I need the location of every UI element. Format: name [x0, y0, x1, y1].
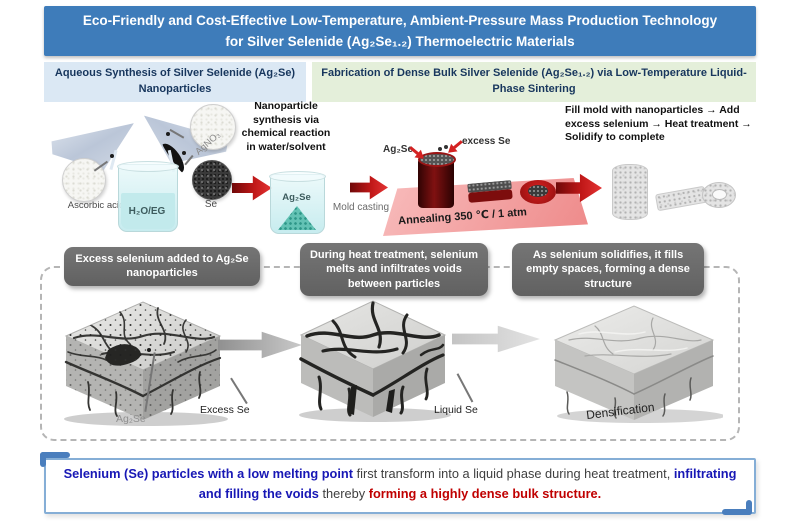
- excess-se-micro-label: Excess Se: [200, 404, 250, 416]
- synthesis-note: Nanoparticle synthesis via chemical reac…: [241, 100, 331, 153]
- microstructure-nanoparticles-image: [64, 301, 228, 426]
- excess-se-label: excess Se: [462, 136, 511, 147]
- selenium-powder-photo-inset: [192, 160, 232, 200]
- corner-tab-icon: [722, 509, 752, 515]
- panel-caption-2: During heat treatment, selenium melts an…: [300, 243, 488, 296]
- liquid-se-micro-label: Liquid Se: [434, 404, 478, 416]
- title-banner: Eco-Friendly and Cost-Effective Low-Temp…: [44, 6, 756, 56]
- nanoparticle-pile: [278, 206, 316, 230]
- ag2se-micro-label: Ag₂Se: [116, 413, 146, 425]
- summary-box: [44, 458, 756, 514]
- process-arrow-icon: [350, 175, 388, 200]
- microstructure-dense-image: [553, 305, 723, 423]
- microstructure-liquid-se-image: [299, 300, 451, 422]
- product-beaker: [269, 171, 326, 234]
- title-line-2: for Silver Selenide (Ag₂Se₁.₂) Thermoele…: [225, 33, 575, 49]
- section-header-synthesis: Aqueous Synthesis of Silver Selenide (Ag…: [44, 62, 306, 102]
- pointer-dot: [110, 154, 114, 158]
- panel-caption-3: As selenium solidifies, it fills empty s…: [512, 243, 704, 296]
- corner-tab-icon: [40, 452, 46, 467]
- pointer-dot: [182, 151, 186, 155]
- mold-ag2se-label: Ag₂Se: [383, 144, 414, 155]
- pointer-dot: [166, 132, 170, 136]
- sintered-ring: [702, 182, 736, 208]
- excess-se-speck: [438, 147, 442, 151]
- mold-casting-label: Mold casting: [332, 202, 390, 213]
- selenium-label: Se: [204, 199, 218, 210]
- section-header-sintering: Fabrication of Dense Bulk Silver Selenid…: [312, 62, 756, 102]
- solvent-liquid: [121, 193, 175, 229]
- ring-mold-hole: [528, 185, 548, 197]
- sintered-ring-hole: [712, 189, 727, 200]
- corner-tab-icon: [746, 500, 752, 515]
- summary-segment-plain-1: first transform into a liquid phase duri…: [353, 466, 674, 481]
- sintering-steps-note: Fill mold with nanoparticles → Add exces…: [565, 104, 752, 144]
- process-arrow-icon: [232, 175, 272, 201]
- summary-segment-plain-2: thereby: [318, 486, 369, 502]
- panel-caption-1: Excess selenium added to Ag₂Se nanoparti…: [64, 247, 260, 286]
- ring-mold: [520, 180, 556, 204]
- summary-text: Selenium (Se) particles with a low melti…: [58, 464, 742, 505]
- summary-segment-red: forming a highly dense bulk structure.: [368, 486, 602, 502]
- bar-mold: [467, 180, 513, 203]
- summary-segment-blue-2: infiltrating and filling the voids: [198, 466, 737, 502]
- agno3-photo-inset: [190, 104, 236, 150]
- solvent-beaker-label: H₂O/EG: [128, 206, 166, 217]
- solvent-beaker: [117, 161, 179, 232]
- corner-tab-icon: [40, 452, 70, 458]
- cylinder-mold-top: [418, 152, 456, 167]
- title-line-1: Eco-Friendly and Cost-Effective Low-Temp…: [82, 13, 718, 28]
- summary-segment-blue-1: Selenium (Se) particles with a low melti…: [63, 466, 354, 481]
- sintered-cylinder: [612, 164, 648, 220]
- product-beaker-label: Ag₂Se: [282, 192, 311, 203]
- sintered-bar: [654, 185, 708, 212]
- ascorbic-acid-label: Ascorbic acid: [67, 200, 125, 211]
- pointer-dot: [147, 348, 151, 352]
- excess-se-speck: [444, 145, 448, 149]
